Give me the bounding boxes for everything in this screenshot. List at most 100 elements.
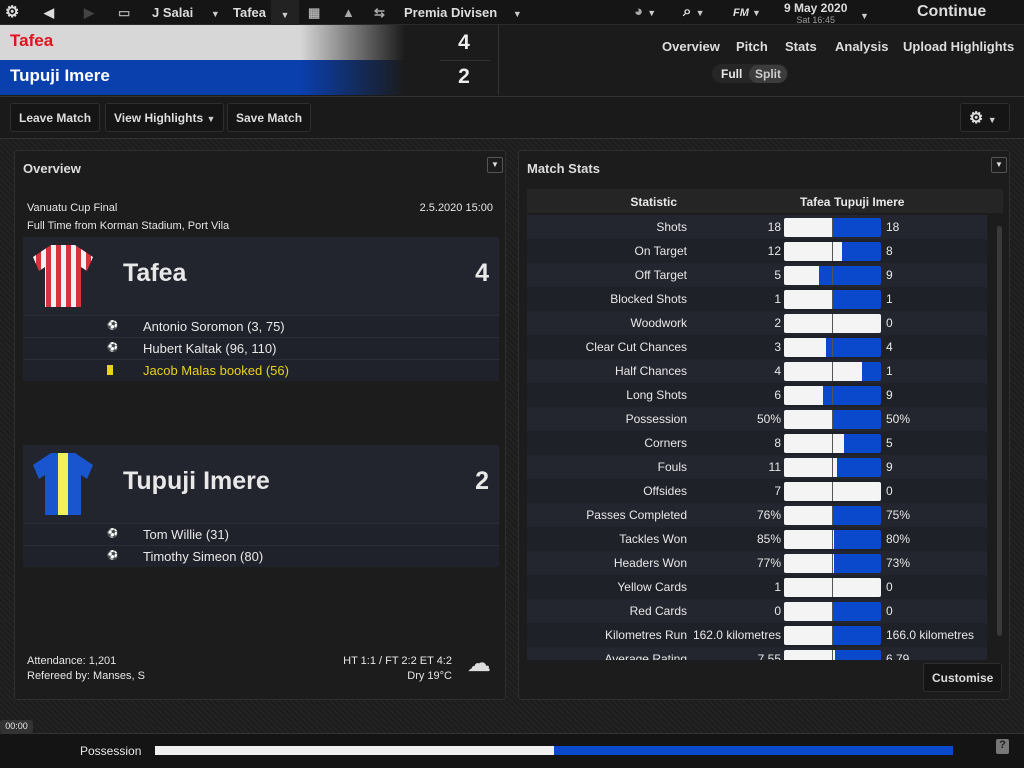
stats-scrollbar[interactable]	[997, 226, 1002, 636]
event-row: Jacob Malas booked (56)	[23, 359, 499, 381]
help-button[interactable]: ?	[996, 739, 1009, 754]
goal-ball-icon: ⚽	[107, 320, 119, 330]
home-share-fill	[784, 266, 819, 285]
bar-midline	[832, 290, 833, 309]
bar-midline	[832, 434, 833, 453]
training-icon[interactable]: ▲	[342, 5, 355, 20]
col-home: Tafea	[800, 195, 831, 209]
bar-midline	[832, 314, 833, 333]
goal-ball-icon: ⚽	[107, 528, 119, 538]
home-team-score: 4	[475, 259, 489, 287]
home-share-fill	[784, 338, 826, 357]
tab-analysis[interactable]: Analysis	[835, 39, 889, 54]
club-menu[interactable]: Tafea	[233, 5, 266, 20]
gear-icon[interactable]: ⚙	[5, 4, 20, 21]
referee: Refereed by: Manses, S	[27, 670, 146, 682]
stat-away-value: 9	[886, 388, 893, 402]
stat-label: Possession	[625, 412, 687, 426]
bar-midline	[832, 458, 833, 477]
stat-label: On Target	[634, 244, 687, 258]
stat-home-value: 8	[774, 436, 781, 450]
event-row: ⚽ Hubert Kaltak (96, 110)	[23, 337, 499, 359]
away-kit-icon	[33, 453, 93, 515]
away-score: 2	[458, 65, 470, 88]
manager-name: J Salai	[152, 5, 194, 20]
score-summary: HT 1:1 / FT 2:2 ET 4:2	[343, 655, 452, 667]
settings-menu[interactable]: ⚙ ▼	[960, 103, 1010, 132]
back-icon[interactable]: ◀	[44, 5, 54, 20]
stat-away-value: 0	[886, 484, 893, 498]
fm-menu[interactable]: FM ▼	[733, 7, 761, 19]
home-share-fill	[784, 362, 862, 381]
stat-label: Red Cards	[629, 604, 687, 618]
col-statistic: Statistic	[630, 195, 677, 209]
save-match-button[interactable]: Save Match	[227, 103, 312, 132]
world-icon[interactable]: ◕ ▼	[634, 3, 657, 20]
view-highlights-button[interactable]: View Highlights ▼	[105, 103, 225, 132]
panel-menu-button[interactable]: ▼	[991, 157, 1007, 173]
stat-row: Long Shots 6 9	[527, 383, 987, 407]
tab-overview[interactable]: Overview	[662, 39, 720, 54]
tactics-icon[interactable]: ▦	[308, 5, 321, 20]
col-away: Tupuji Imere	[834, 195, 905, 209]
stat-label: Headers Won	[613, 556, 687, 570]
stat-home-value: 7	[774, 484, 781, 498]
stat-label: Long Shots	[626, 388, 687, 402]
stat-home-value: 2	[774, 316, 781, 330]
stat-comparison-bar	[784, 626, 881, 645]
event-text: Hubert Kaltak (96, 110)	[143, 341, 277, 356]
manager-menu[interactable]: J Salai ▼	[152, 5, 220, 20]
forward-icon[interactable]: ▶	[84, 5, 94, 20]
inbox-icon[interactable]: ▭	[118, 5, 131, 20]
stats-list[interactable]: Shots 18 18 On Target 12 8 Off Target 5 9 Blocked…	[527, 215, 987, 660]
stat-away-value: 1	[886, 292, 893, 306]
match-stats-title: Match Stats	[527, 161, 600, 176]
stat-away-value: 9	[886, 268, 893, 282]
stat-label: Blocked Shots	[610, 292, 687, 306]
stat-home-value: 12	[767, 244, 781, 258]
search-icon[interactable]: ⌕ ▼	[683, 3, 705, 20]
view-full-button[interactable]: Full	[721, 67, 743, 81]
leave-match-button[interactable]: Leave Match	[10, 103, 101, 132]
customise-button[interactable]: Customise	[923, 663, 1003, 692]
stat-label: Fouls	[657, 460, 687, 474]
competition-menu[interactable]: Premia Divisen ▼	[404, 5, 522, 20]
stat-comparison-bar	[784, 458, 881, 477]
panel-menu-button[interactable]: ▼	[487, 157, 503, 173]
home-share-fill	[784, 530, 834, 549]
continue-button[interactable]: Continue	[917, 3, 987, 20]
bar-midline	[832, 338, 833, 357]
event-row: ⚽ Tom Willie (31)	[23, 523, 499, 545]
stat-away-value: 18	[886, 220, 900, 234]
stat-row: Tackles Won 85% 80%	[527, 527, 987, 551]
goal-ball-icon: ⚽	[107, 342, 119, 352]
stat-row: Corners 8 5	[527, 431, 987, 455]
tab-stats[interactable]: Stats	[785, 39, 817, 54]
stat-home-value: 3	[774, 340, 781, 354]
score-divider	[440, 60, 490, 61]
tab-pitch[interactable]: Pitch	[736, 39, 768, 54]
stat-home-value: 1	[774, 580, 781, 594]
stat-row: Headers Won 77% 73%	[527, 551, 987, 575]
chevron-down-icon[interactable]: ▼	[860, 11, 869, 21]
bar-midline	[832, 386, 833, 405]
bar-midline	[832, 482, 833, 501]
event-text: Jacob Malas booked (56)	[143, 363, 289, 378]
chevron-down-icon: ▼	[206, 114, 216, 124]
home-possession-fill	[155, 746, 554, 755]
stat-home-value: 18	[767, 220, 781, 234]
stat-home-value: 1	[774, 292, 781, 306]
tab-upload-highlights[interactable]: Upload Highlights	[903, 39, 1015, 54]
cloud-icon: ☁	[467, 650, 491, 677]
view-split-button[interactable]: Split	[749, 65, 787, 83]
attendance: Attendance: 1,201	[27, 655, 117, 667]
club-dropdown[interactable]: ▼	[271, 0, 299, 25]
date-menu[interactable]: 9 May 2020 Sat 16:45	[784, 1, 847, 25]
yellow-card-icon	[107, 365, 113, 375]
home-share-fill	[784, 458, 838, 477]
stat-away-value: 4	[886, 340, 893, 354]
transfers-icon[interactable]: ⇆	[374, 5, 385, 20]
match-stats-panel: Match Stats ▼ Statistic Tafea Tupuji Ime…	[518, 150, 1010, 700]
stat-row: Kilometres Run 162.0 kilometres 166.0 kilo…	[527, 623, 987, 647]
stat-home-value: 0	[774, 604, 781, 618]
